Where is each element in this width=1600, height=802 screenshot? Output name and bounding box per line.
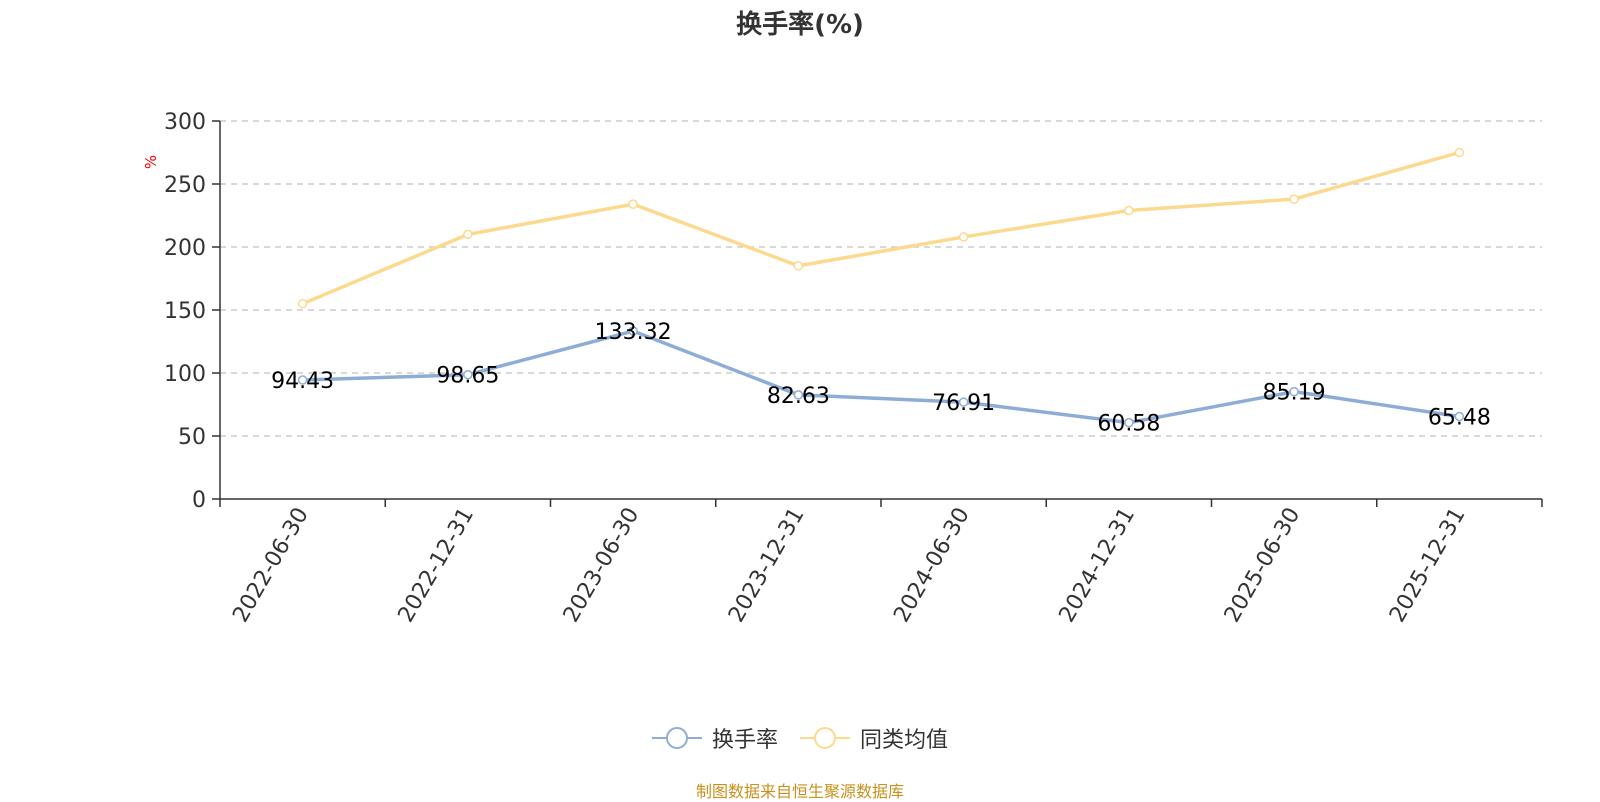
chart-title: 换手率(%) [736,10,864,40]
y-tick-label: 200 [164,236,206,261]
data-point-series-1 [628,199,638,209]
data-label: 94.43 [271,369,334,394]
data-point-series-0 [1124,417,1134,428]
legend-item-turnover[interactable]: 换手率 [651,722,778,754]
legend-item-peer-average[interactable]: 同类均值 [800,722,948,754]
source-note: 制图数据来自恒生聚源数据库 [695,782,904,801]
data-point-series-1 [958,232,969,242]
data-label: 85.19 [1263,381,1326,406]
x-tick-label: 2022-12-31 [393,504,479,627]
y-tick-label: 0 [192,488,206,513]
y-tick-label: 100 [164,362,206,387]
data-label: 133.32 [595,320,672,345]
data-label: 76.91 [932,391,995,416]
data-point-series-1 [1454,147,1465,158]
data-point-series-0 [793,390,804,400]
data-label: 98.65 [436,364,499,389]
data-point-series-0 [297,375,308,385]
data-point-series-0 [463,369,473,380]
legend-marker-turnover [651,727,702,749]
x-tick-label: 2024-06-30 [889,504,975,627]
legend-label-turnover: 换手率 [711,728,778,753]
y-tick-label: 150 [164,299,206,324]
y-tick-label: 300 [164,110,206,135]
legend: 换手率 同类均值 [0,722,1600,754]
x-tick-label: 2022-06-30 [228,504,314,627]
data-point-series-1 [1124,205,1134,216]
data-point-series-0 [958,397,969,407]
x-tick-label: 2025-12-31 [1385,504,1471,627]
series [297,147,1465,428]
x-tick-label: 2023-12-31 [724,504,810,627]
data-label: 60.58 [1097,412,1160,437]
legend-label-peer-average: 同类均值 [860,728,949,753]
data-point-series-0 [1454,411,1465,422]
x-tick-label: 2025-06-30 [1220,504,1306,627]
y-tick-label: 250 [164,173,206,198]
y-tick-label: 50 [178,425,206,450]
data-label: 65.48 [1428,405,1491,430]
data-point-series-1 [1289,194,1299,204]
data-point-series-1 [793,261,804,271]
legend-marker-peer-average [800,727,850,749]
series-line-1 [300,150,1462,306]
y-axis-unit-label: % [142,155,160,169]
gridlines [220,120,1542,437]
data-point-series-0 [628,326,638,336]
data-label: 82.63 [767,384,830,409]
x-tick-label: 2023-06-30 [559,504,645,627]
data-point-series-1 [463,229,473,240]
data-point-series-0 [1289,386,1299,397]
data-labels: 94.43 98.65 133.32 82.63 76.91 60.58 85.19 65.4… [271,320,1491,437]
x-tick-label: 2024-12-31 [1054,504,1140,627]
series-line-0 [300,329,1462,425]
data-point-series-1 [297,298,308,309]
